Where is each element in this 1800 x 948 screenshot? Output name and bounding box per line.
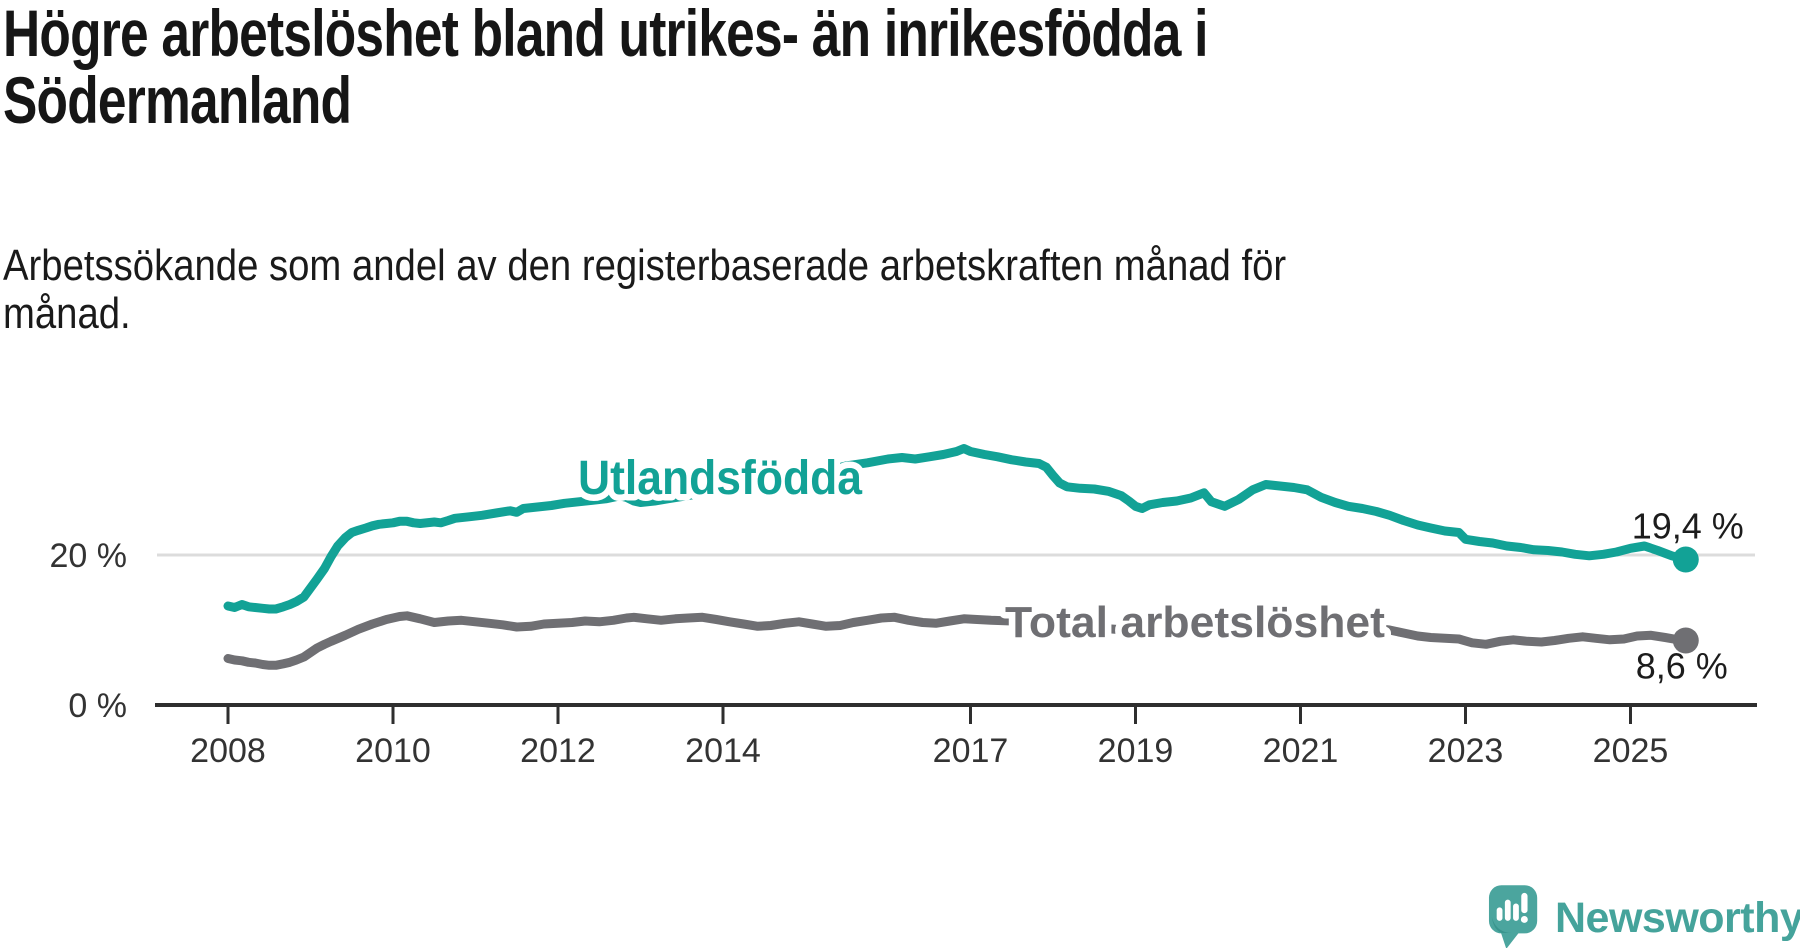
- newsworthy-logo-text: Newsworthy: [1555, 893, 1800, 942]
- page-title: Högre arbetslöshet bland utrikes- än inr…: [3, 0, 1208, 137]
- x-axis-tick-label: 2019: [1098, 732, 1174, 770]
- y-axis-tick-label: 0 %: [68, 687, 127, 725]
- x-axis-tick-label: 2014: [685, 732, 761, 770]
- series-end-dot: [1672, 627, 1699, 654]
- x-axis-tick-label: 2008: [190, 732, 266, 770]
- y-axis-tick-label: 20 %: [50, 537, 128, 575]
- newsworthy-logo[interactable]: Newsworthy: [1488, 884, 1800, 948]
- speech-bubble-tail: [1500, 931, 1520, 948]
- bar-chart-bar-medium: [1513, 903, 1519, 921]
- exclamation-mark-dot: [1520, 915, 1528, 923]
- bar-chart-bar-tall: [1504, 899, 1511, 921]
- x-axis-tick-label: 2021: [1263, 732, 1339, 770]
- series-line-utlandsfodda: [223, 444, 1691, 614]
- x-axis-tick-label: 2023: [1428, 732, 1504, 770]
- series-line-total: [223, 611, 1691, 670]
- series-end-value: 8,6 %: [1636, 646, 1728, 687]
- x-axis-tick-label: 2010: [355, 732, 431, 770]
- series-end-value: 19,4 %: [1632, 506, 1744, 547]
- chart-subtitle: Arbetssökande som andel av den registerb…: [3, 241, 1287, 338]
- x-axis-tick-label: 2025: [1593, 732, 1669, 770]
- series-label-utlandsfodda: Utlandsfödda: [578, 452, 862, 505]
- series-end-dot: [1672, 546, 1699, 573]
- exclamation-mark-stem: [1521, 892, 1528, 914]
- series-label-total: Total arbetslöshet: [1005, 598, 1385, 647]
- bar-chart-bar-short: [1496, 907, 1503, 921]
- x-axis-tick-label: 2012: [520, 732, 596, 770]
- x-axis-tick-label: 2017: [933, 732, 1009, 770]
- newsworthy-logo-icon: [1488, 885, 1538, 948]
